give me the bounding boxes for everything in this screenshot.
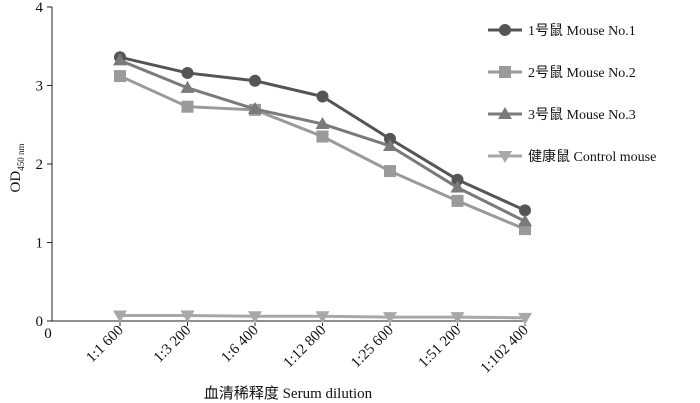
legend-label: 健康鼠 Control mouse [528,148,656,165]
data-point [180,310,195,323]
data-point [383,138,397,151]
data-point [450,312,465,325]
y-tick-label: 2 [36,157,44,173]
data-point [451,173,464,186]
legend-marker [499,66,511,78]
legend-marker [498,151,512,163]
data-point [315,311,330,324]
x-tick-label: 1:12 800 [281,323,330,372]
x-tick-label: 1:3 200 [151,323,194,366]
data-point [383,312,397,325]
series-layer [113,51,532,325]
data-point [113,53,127,66]
data-point [181,100,194,113]
data-point [518,214,532,227]
x-axis-title: 血清稀释度 Serum dilution [204,385,373,402]
data-point [316,130,329,143]
y-tick-label: 0 [36,314,44,330]
legend-item: 健康鼠 Control mouse [488,148,656,165]
data-point [451,194,464,207]
data-point [450,180,465,193]
data-point [114,70,126,83]
legend-item: 1号鼠 Mouse No.1 [488,23,636,39]
data-point [181,66,194,79]
data-point [384,165,396,178]
x-tick-label: 1:102 400 [478,323,532,377]
data-point [113,310,127,323]
legend-item: 2号鼠 Mouse No.2 [488,65,636,81]
legend-marker [498,107,512,119]
data-point [384,132,396,145]
data-point [249,74,261,87]
series-4 [113,310,532,325]
legend-marker [499,24,511,36]
y-axis-title-sub: 450 nm [16,144,26,171]
x-tick-label: 1:6 400 [218,323,261,366]
y-tick-label: 4 [36,0,44,16]
legend-item: 3号鼠 Mouse No.3 [488,107,636,123]
legend: 1号鼠 Mouse No.1 2号鼠 Mouse No.2 3号鼠 Mouse No… [488,23,656,165]
data-point [315,116,330,129]
data-point [519,204,531,217]
y-tick-label: 1 [36,236,44,252]
data-point [248,311,262,324]
legend-label: 3号鼠 Mouse No.3 [528,107,636,123]
x-origin-label: 0 [44,326,52,342]
y-axis-title-main: OD [8,171,24,193]
x-tick-label: 1:25 600 [348,323,397,372]
data-point [518,312,532,325]
data-point [316,90,329,103]
series-1 [114,51,531,217]
x-tick-label: 1:51 200 [416,323,465,372]
data-point [180,80,195,93]
x-tick-label: 1:1 600 [83,323,126,366]
y-axis-title: OD450 nm [8,144,26,193]
series-3 [113,53,532,227]
legend-label: 2号鼠 Mouse No.2 [528,65,636,81]
y-tick-label: 3 [36,79,44,95]
data-point [248,102,262,115]
legend-label: 1号鼠 Mouse No.1 [528,23,636,39]
